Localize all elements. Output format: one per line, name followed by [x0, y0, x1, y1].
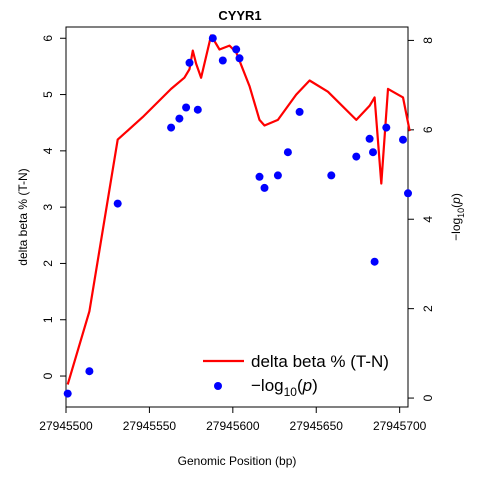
- legend-point-label-prefix: −log: [251, 376, 284, 395]
- y-axis-right-label-sub: 10: [456, 208, 466, 218]
- chart-title: CYYR1: [218, 8, 261, 23]
- data-point-neglog10p: [167, 123, 176, 132]
- y-axis-right-label: −log10(p): [449, 193, 466, 241]
- legend-point-swatch: [214, 382, 222, 390]
- legend-point-label-sub: 10: [284, 385, 298, 399]
- x-tick-label: 27945700: [373, 419, 427, 433]
- data-point-neglog10p: [185, 58, 194, 67]
- data-point-neglog10p: [208, 34, 217, 43]
- legend-point-label: −log10(p): [251, 376, 318, 399]
- data-point-neglog10p: [235, 54, 244, 63]
- legend-line-label: delta beta % (T-N): [251, 352, 389, 371]
- x-axis-label: Genomic Position (bp): [178, 454, 297, 468]
- data-point-neglog10p: [63, 389, 72, 398]
- y-left-tick-label: 3: [41, 203, 55, 210]
- data-point-neglog10p: [365, 134, 374, 143]
- y-axis-right-label-var: p: [449, 197, 463, 205]
- y-left-tick-label: 4: [41, 147, 55, 154]
- y-left-tick-label: 0: [41, 372, 55, 379]
- legend-point-label-var: p: [302, 376, 312, 395]
- y-right-tick-label: 8: [421, 37, 435, 44]
- data-point-neglog10p: [352, 152, 361, 161]
- x-tick-label: 27945550: [123, 419, 177, 433]
- y-left-tick-label: 5: [41, 91, 55, 98]
- y-axis-right: 0 2 4 6 8: [407, 37, 435, 401]
- data-point-neglog10p: [404, 189, 412, 198]
- data-point-neglog10p: [255, 172, 264, 181]
- series-line-delta-beta: [66, 34, 411, 385]
- data-point-neglog10p: [113, 199, 122, 208]
- y-right-tick-label: 2: [421, 305, 435, 312]
- y-left-tick-label: 6: [41, 35, 55, 42]
- x-tick-label: 27945600: [206, 419, 260, 433]
- y-left-tick-label: 2: [41, 260, 55, 267]
- y-right-tick-label: 6: [421, 126, 435, 133]
- x-axis: 27945500 27945550 27945600 27945650 27945700: [39, 406, 427, 433]
- data-point-neglog10p: [283, 148, 292, 157]
- data-point-neglog10p: [175, 114, 184, 123]
- y-right-tick-label: 0: [421, 394, 435, 401]
- data-point-neglog10p: [260, 183, 269, 192]
- y-axis-left-label: delta beta % (T-N): [16, 168, 30, 265]
- data-point-neglog10p: [232, 45, 241, 54]
- data-point-neglog10p: [273, 171, 282, 180]
- x-tick-label: 27945500: [39, 419, 93, 433]
- plot-frame: [65, 26, 409, 408]
- y-axis-left: 0 1 2 3 4 5 6: [41, 35, 67, 379]
- data-point-neglog10p: [399, 135, 407, 144]
- x-tick-label: 27945650: [290, 419, 344, 433]
- data-point-neglog10p: [370, 257, 379, 266]
- data-point-neglog10p: [193, 105, 202, 114]
- y-left-tick-label: 1: [41, 316, 55, 323]
- y-right-tick-label: 4: [421, 216, 435, 223]
- data-point-neglog10p: [218, 56, 227, 65]
- data-point-neglog10p: [85, 367, 94, 376]
- series-layer: [63, 34, 412, 398]
- data-point-neglog10p: [295, 107, 304, 116]
- legend: delta beta % (T-N) −log10(p): [203, 352, 389, 399]
- y-axis-right-label-prefix: −log: [449, 218, 463, 241]
- data-point-neglog10p: [327, 171, 336, 180]
- data-point-neglog10p: [382, 123, 391, 132]
- data-point-neglog10p: [369, 148, 377, 157]
- data-point-neglog10p: [182, 103, 191, 112]
